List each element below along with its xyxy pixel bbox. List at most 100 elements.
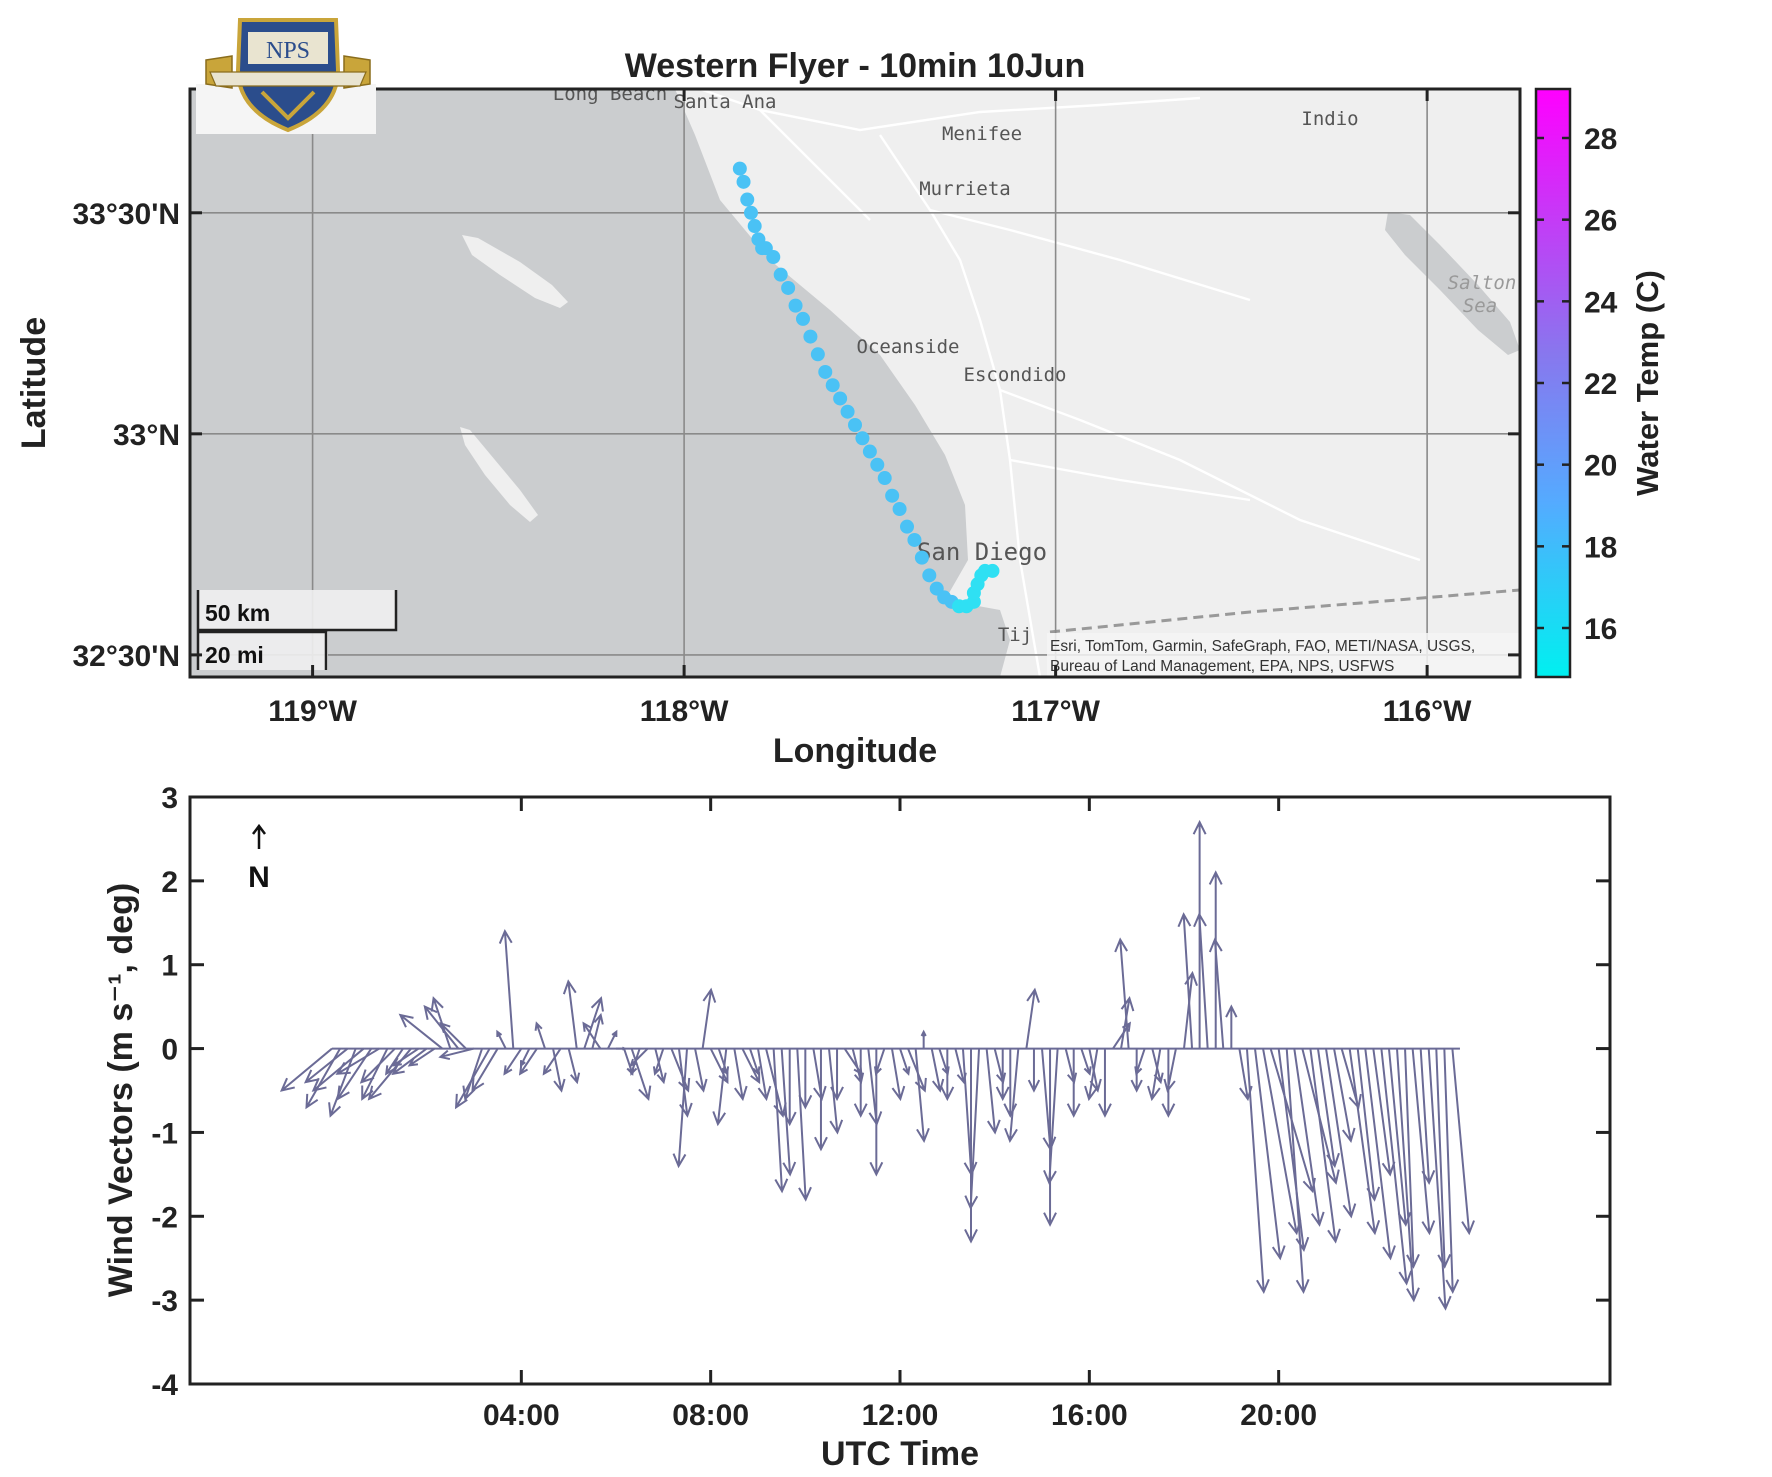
track-point — [833, 391, 848, 406]
colorbar-ticks: 16 18 20 22 24 26 28 — [1536, 123, 1618, 646]
wind-vector — [1364, 1048, 1396, 1261]
wind-vector — [940, 1048, 955, 1102]
track-point — [892, 502, 907, 516]
wind-vector — [1114, 937, 1130, 1049]
wind-vector — [694, 1048, 708, 1093]
map-gridlines — [190, 89, 1520, 677]
wind-vector — [498, 928, 515, 1049]
map-title: Western Flyer - 10min 10Jun — [625, 47, 1085, 85]
wind-vector — [359, 1047, 396, 1084]
map-panel: Western Flyer - 10min 10Jun Long Beach Sa… — [15, 18, 1665, 770]
wind-vector — [1380, 1048, 1413, 1286]
wind-vector — [1134, 1048, 1146, 1076]
track-point — [743, 205, 758, 220]
wind-vector — [630, 1048, 652, 1102]
attribution: Esri, TomTom, Garmin, SafeGraph, FAO, ME… — [1047, 633, 1520, 677]
wind-vector — [914, 1048, 930, 1144]
wind-vector — [1208, 937, 1225, 1049]
track-point — [907, 532, 922, 547]
wind-vector — [629, 1047, 649, 1067]
wind-vector — [1254, 1048, 1286, 1261]
wind-xtick-label: 08:00 — [672, 1399, 749, 1432]
scalebar-km-label: 50 km — [205, 600, 270, 626]
wind-vector — [772, 1048, 789, 1194]
wind-vector — [552, 1048, 566, 1093]
wind-vector — [1316, 1048, 1340, 1169]
wind-vector — [591, 1012, 604, 1049]
map-xtick-label: 118°W — [640, 695, 729, 728]
basemap-label: Santa Ana — [674, 91, 777, 113]
wind-vector — [1293, 1048, 1325, 1227]
wind-vector — [995, 1048, 1010, 1102]
wind-vector — [1147, 1048, 1162, 1102]
wind-vector — [812, 1048, 827, 1102]
track-point — [825, 378, 840, 393]
map-ytick-label: 32°30'N — [72, 640, 180, 673]
basemap-ocean — [190, 89, 1010, 677]
track-point — [855, 431, 870, 446]
wind-xlabel: UTC Time — [821, 1435, 979, 1473]
track-point — [900, 519, 915, 534]
ship-track — [732, 161, 1000, 614]
north-indicator: N — [248, 823, 270, 894]
attribution-line-2: Bureau of Land Management, EPA, NPS, USF… — [1050, 658, 1394, 675]
wind-vector — [1163, 1048, 1177, 1093]
wind-vector — [741, 1048, 761, 1085]
wind-vector — [757, 1048, 772, 1102]
svg-text:NPS: NPS — [266, 38, 310, 64]
wind-vector — [1098, 1048, 1112, 1118]
wind-vector — [964, 1048, 978, 1244]
wind-vector — [1043, 1048, 1059, 1185]
wind-vector — [1404, 1048, 1420, 1269]
track-point — [885, 488, 900, 503]
wind-vector — [701, 987, 717, 1049]
track-point — [985, 563, 1000, 578]
wind-vector — [1285, 1048, 1310, 1294]
wind-vector — [439, 1021, 467, 1050]
wind-vector — [1451, 1048, 1475, 1236]
colorbar-tick-label: 16 — [1584, 613, 1617, 646]
basemap-label: Menifee — [942, 123, 1022, 145]
wind-vector — [607, 1029, 618, 1050]
wind-vector — [582, 1021, 602, 1050]
san-clemente-island — [460, 427, 538, 522]
wind-vector — [1120, 996, 1135, 1049]
basemap-labels: Long Beach Santa Ana Menifee Murrieta Indio O… — [553, 89, 1517, 646]
basemap-label: Murrieta — [919, 178, 1011, 200]
basemap-roads — [699, 89, 1421, 677]
basemap: Long Beach Santa Ana Menifee Murrieta Indio O… — [190, 89, 1520, 677]
scalebar-mi-label: 20 mi — [205, 642, 264, 668]
wind-vector — [920, 1029, 927, 1049]
track-point — [788, 298, 803, 313]
basemap-label: Tij — [998, 624, 1032, 646]
track-point — [803, 329, 818, 344]
track-point — [766, 250, 781, 264]
wind-vector — [471, 1048, 499, 1093]
wind-vector — [367, 1047, 412, 1101]
catalina-island — [462, 235, 568, 308]
wind-vector — [961, 1048, 978, 1177]
basemap-label: Escondido — [964, 364, 1067, 386]
track-point — [747, 219, 762, 234]
track-point — [773, 267, 788, 282]
colorbar-tick-label: 18 — [1584, 531, 1617, 564]
wind-vector — [712, 1048, 728, 1127]
wind-vector — [407, 1047, 436, 1067]
wind-vector — [1427, 1048, 1452, 1311]
map-xlabel: Longitude — [773, 732, 937, 770]
wind-vector — [518, 1048, 538, 1076]
border-line — [1049, 588, 1520, 634]
track-point — [840, 404, 855, 419]
wind-vector — [830, 1048, 844, 1102]
wind-vector — [853, 1048, 868, 1118]
attribution-line-1: Esri, TomTom, Garmin, SafeGraph, FAO, ME… — [1050, 638, 1475, 655]
scale-bar: 50 km 20 mi — [196, 590, 398, 670]
wind-vector — [616, 1046, 627, 1051]
colorbar-tick-label: 24 — [1584, 286, 1618, 319]
map-xtick-label: 116°W — [1383, 695, 1472, 728]
wind-vector — [798, 1048, 813, 1110]
wind-ytick-label: -2 — [151, 1201, 178, 1234]
wind-vector — [1193, 912, 1209, 1049]
wind-vector — [496, 1029, 507, 1050]
